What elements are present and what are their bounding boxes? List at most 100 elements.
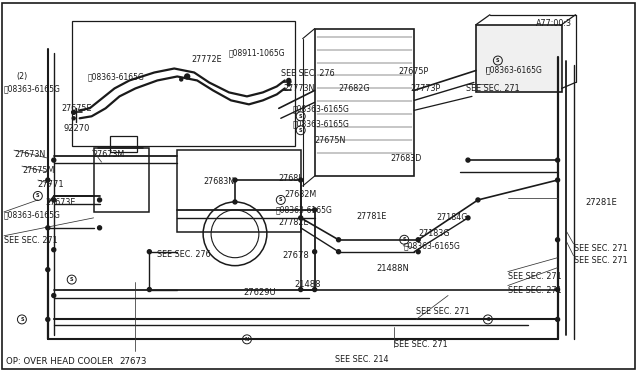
- Text: 27183G: 27183G: [418, 229, 450, 238]
- Circle shape: [466, 216, 470, 220]
- Circle shape: [299, 216, 303, 220]
- Text: Ⓢ08363-6165G: Ⓢ08363-6165G: [4, 84, 61, 93]
- Text: (2): (2): [16, 73, 27, 81]
- Text: S: S: [279, 198, 282, 202]
- Circle shape: [416, 250, 420, 254]
- Circle shape: [52, 248, 56, 252]
- Text: SEE SEC. 271: SEE SEC. 271: [416, 308, 470, 317]
- Text: SEE SEC. 271: SEE SEC. 271: [573, 256, 627, 265]
- Text: S: S: [36, 193, 40, 198]
- Text: 27772E: 27772E: [191, 55, 222, 64]
- Circle shape: [299, 288, 303, 292]
- Text: SEE SEC. 276: SEE SEC. 276: [157, 250, 211, 259]
- Text: SEE SEC. 271: SEE SEC. 271: [508, 272, 561, 280]
- Circle shape: [556, 238, 559, 242]
- Text: Ⓢ08363-6165G: Ⓢ08363-6165G: [403, 242, 460, 251]
- Text: 27678: 27678: [283, 251, 310, 260]
- Circle shape: [147, 250, 151, 254]
- Text: SEE SEC. 271: SEE SEC. 271: [573, 244, 627, 253]
- Text: 27673: 27673: [120, 357, 147, 366]
- Text: 27673E: 27673E: [46, 198, 76, 207]
- Text: S: S: [299, 128, 303, 133]
- Text: SEE SEC. 271: SEE SEC. 271: [466, 84, 520, 93]
- Circle shape: [52, 294, 56, 298]
- Text: 92270: 92270: [64, 124, 90, 133]
- Circle shape: [72, 110, 76, 114]
- Circle shape: [46, 226, 50, 230]
- Text: 27773P: 27773P: [410, 84, 440, 93]
- Circle shape: [337, 250, 340, 254]
- Text: S: S: [486, 317, 490, 322]
- Text: Ⓢ08363-6165G: Ⓢ08363-6165G: [88, 73, 145, 81]
- Text: N: N: [245, 337, 249, 342]
- Text: S: S: [496, 58, 500, 63]
- Text: Ⓢ08363-6165G: Ⓢ08363-6165G: [276, 205, 333, 214]
- Circle shape: [556, 178, 559, 182]
- Text: 27675N: 27675N: [315, 136, 346, 145]
- Circle shape: [556, 317, 559, 321]
- Text: S: S: [20, 317, 24, 322]
- Circle shape: [556, 288, 559, 292]
- Text: 21488N: 21488N: [376, 264, 409, 273]
- Text: 27675M: 27675M: [22, 166, 54, 175]
- Circle shape: [52, 198, 56, 202]
- Text: 27683N: 27683N: [203, 177, 234, 186]
- Text: Ⓢ08363-6165G: Ⓢ08363-6165G: [486, 65, 543, 74]
- Bar: [93, 148, 149, 212]
- Bar: [177, 150, 301, 232]
- Circle shape: [313, 250, 317, 254]
- Circle shape: [313, 208, 317, 212]
- Text: OP: OVER HEAD COOLER: OP: OVER HEAD COOLER: [6, 357, 113, 366]
- Text: 2768I: 2768I: [279, 174, 301, 183]
- Text: 27184G: 27184G: [436, 213, 468, 222]
- Text: 27782E: 27782E: [279, 218, 309, 227]
- Circle shape: [46, 178, 50, 182]
- Text: 27682G: 27682G: [339, 84, 370, 93]
- Circle shape: [556, 158, 559, 162]
- Text: Ⓢ08363-6165G: Ⓢ08363-6165G: [292, 119, 349, 128]
- Text: Ⓢ08363-6165G: Ⓢ08363-6165G: [4, 210, 61, 219]
- Text: 27629U: 27629U: [243, 288, 276, 296]
- Circle shape: [46, 267, 50, 272]
- Text: ⓝ08911-1065G: ⓝ08911-1065G: [229, 49, 285, 58]
- Text: S: S: [403, 237, 406, 242]
- Text: SEE SEC. 214: SEE SEC. 214: [335, 355, 388, 364]
- Text: Ⓢ08363-6165G: Ⓢ08363-6165G: [292, 105, 349, 113]
- Circle shape: [476, 198, 480, 202]
- Circle shape: [147, 288, 151, 292]
- Circle shape: [287, 83, 291, 86]
- Circle shape: [52, 158, 56, 162]
- Bar: [476, 25, 561, 92]
- Text: A77:00:3: A77:00:3: [536, 19, 572, 28]
- Circle shape: [466, 158, 470, 162]
- Circle shape: [180, 78, 182, 81]
- Text: 27281E: 27281E: [586, 198, 617, 207]
- Text: 27675E: 27675E: [61, 105, 92, 113]
- Bar: [315, 29, 414, 176]
- Circle shape: [299, 178, 303, 182]
- Text: SEE SEC. 271: SEE SEC. 271: [4, 236, 58, 245]
- Circle shape: [287, 78, 291, 83]
- Text: SEE SEC. 276: SEE SEC. 276: [281, 68, 335, 77]
- Text: 27673M: 27673M: [93, 150, 125, 159]
- Text: 27771: 27771: [38, 180, 65, 189]
- Text: S: S: [299, 114, 303, 119]
- Text: SEE SEC. 271: SEE SEC. 271: [394, 340, 448, 349]
- Text: 27683D: 27683D: [390, 154, 422, 163]
- Circle shape: [416, 238, 420, 242]
- Text: SEE SEC. 271: SEE SEC. 271: [508, 286, 561, 295]
- Circle shape: [97, 226, 102, 230]
- Text: 27675P: 27675P: [398, 67, 429, 76]
- Text: 27781E: 27781E: [356, 212, 387, 221]
- Circle shape: [337, 238, 340, 242]
- Circle shape: [185, 74, 189, 79]
- Circle shape: [313, 288, 317, 292]
- Text: 21488: 21488: [295, 280, 321, 289]
- Circle shape: [72, 117, 75, 120]
- Bar: [72, 21, 295, 146]
- Text: S: S: [70, 277, 74, 282]
- Circle shape: [97, 198, 102, 202]
- Circle shape: [233, 178, 237, 182]
- Text: 27773N: 27773N: [284, 84, 315, 93]
- Circle shape: [46, 317, 50, 321]
